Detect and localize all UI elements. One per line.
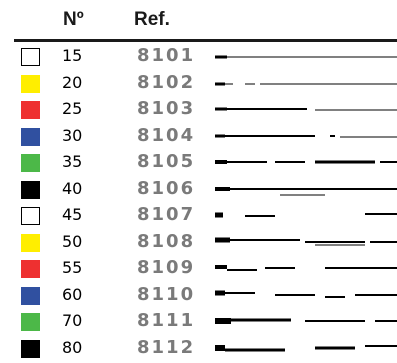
table-row: 25 8103 (0, 96, 397, 122)
row-number: 30 (62, 125, 83, 145)
color-swatch (21, 313, 40, 331)
row-number: 70 (62, 311, 83, 330)
row-ref: 8104 (137, 124, 196, 146)
row-ref: 8105 (137, 151, 196, 172)
row-ref: 8109 (137, 257, 196, 278)
line-sample (215, 237, 397, 245)
row-number: 20 (62, 72, 83, 92)
row-number: 45 (62, 205, 83, 224)
table-row: 35 8105 (0, 149, 397, 175)
table-row: 80 8112 (0, 335, 397, 361)
line-sample (215, 160, 397, 164)
line-sample (215, 82, 397, 85)
row-ref: 8108 (137, 230, 196, 252)
color-swatch (21, 233, 40, 252)
row-number: 60 (62, 284, 83, 304)
row-number: 15 (62, 46, 83, 65)
table-row: 15 8101 (0, 43, 397, 69)
row-ref: 8111 (137, 310, 196, 331)
table-row: 45 8107 (0, 202, 397, 228)
row-ref: 8110 (137, 283, 196, 305)
row-ref: 8112 (137, 336, 196, 358)
table-row: 40 8106 (0, 176, 397, 202)
color-swatch (21, 207, 40, 225)
row-number: 50 (62, 231, 83, 251)
table-row: 55 8109 (0, 255, 397, 281)
row-ref: 8107 (137, 204, 196, 225)
color-swatch (21, 127, 40, 146)
line-sample (215, 290, 397, 298)
row-number: 55 (62, 258, 83, 277)
line-sample (215, 107, 397, 111)
row-ref: 8101 (137, 45, 196, 66)
color-swatch (21, 339, 40, 358)
color-swatch (21, 48, 40, 66)
row-number: 25 (62, 99, 83, 118)
color-swatch (21, 260, 40, 278)
header-divider (14, 39, 397, 42)
line-sample (215, 55, 397, 59)
color-swatch (21, 74, 40, 93)
row-ref: 8106 (137, 177, 196, 199)
header-ref: Ref. (134, 9, 170, 30)
row-number: 80 (62, 337, 83, 357)
line-sample (215, 344, 397, 351)
line-sample (215, 186, 397, 195)
color-swatch (21, 154, 40, 172)
table-row: 30 8104 (0, 123, 397, 149)
row-ref: 8103 (137, 98, 196, 119)
line-sample (215, 265, 397, 271)
table-row: 20 8102 (0, 70, 397, 96)
row-number: 40 (62, 178, 83, 198)
line-sample (215, 134, 397, 137)
header-no: Nº (63, 9, 84, 30)
color-swatch (21, 286, 40, 305)
row-ref: 8102 (137, 71, 196, 93)
line-sample (215, 318, 397, 324)
table-row: 60 8110 (0, 282, 397, 308)
color-swatch (21, 101, 40, 119)
table-row: 70 8111 (0, 308, 397, 334)
color-swatch (21, 180, 40, 199)
table-row: 50 8108 (0, 229, 397, 255)
line-sample (215, 212, 397, 218)
row-number: 35 (62, 152, 83, 171)
